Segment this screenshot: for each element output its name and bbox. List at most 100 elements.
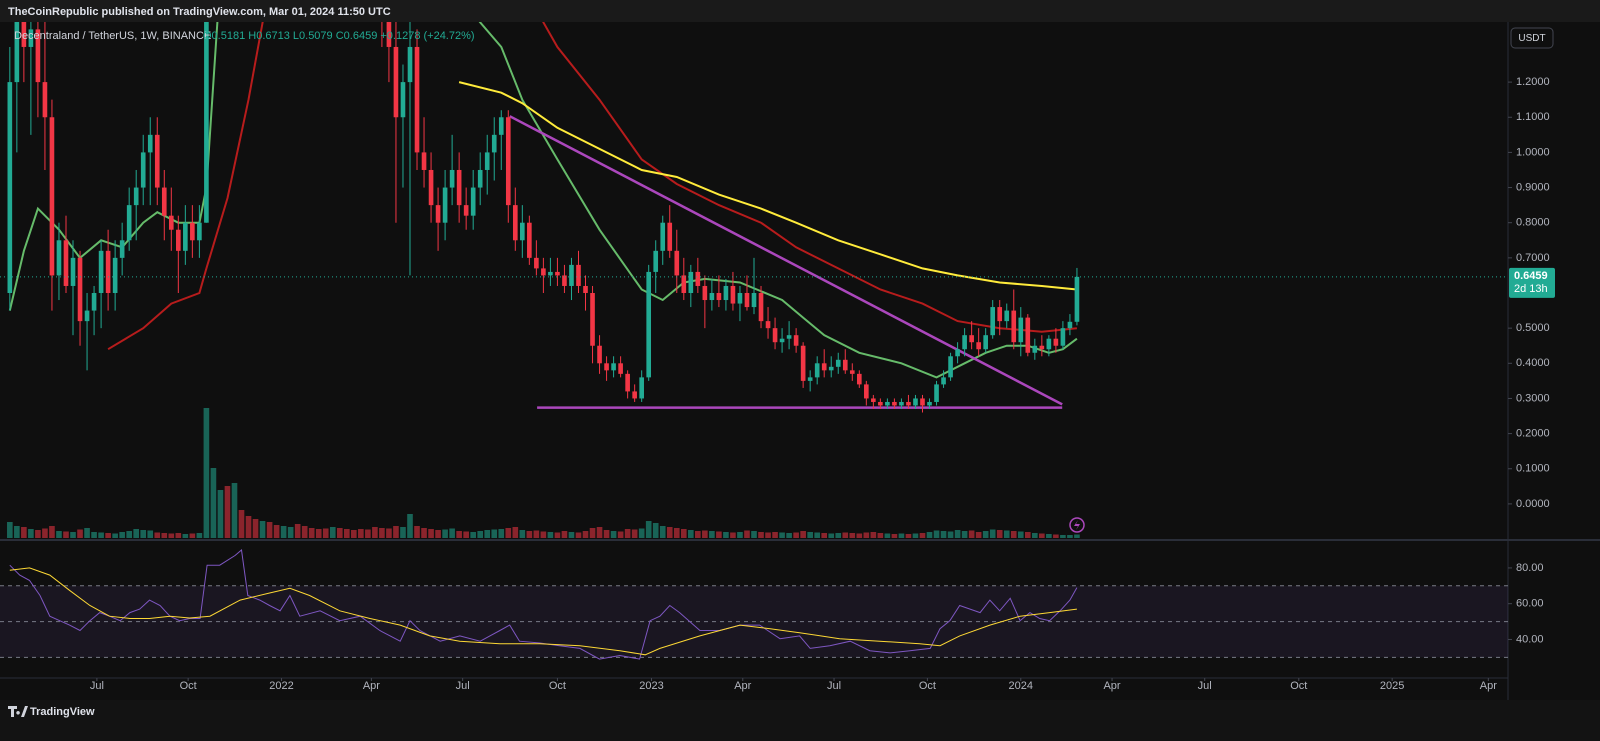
volume-bar (435, 530, 441, 538)
candle-body (197, 222, 202, 241)
candle-body (576, 264, 581, 286)
volume-bar (287, 527, 294, 538)
candle-body (765, 321, 771, 329)
candle-body (512, 205, 518, 241)
volume-bar (414, 526, 420, 538)
volume-bar (56, 531, 62, 538)
candle-body (716, 293, 722, 301)
volume-bar (779, 532, 785, 538)
candle-body (541, 268, 546, 276)
volume-bar (294, 524, 301, 538)
volume-bar (821, 533, 828, 538)
volume-bar (126, 531, 132, 538)
candle-body (183, 222, 188, 251)
publisher-note: TheCoinRepublic published on TradingView… (8, 6, 391, 18)
volume-bar (1046, 534, 1052, 538)
candle-body (793, 335, 799, 346)
x-tick-label: Oct (549, 680, 566, 692)
volume-bar (365, 529, 371, 538)
candle-body (660, 222, 666, 251)
event-icon[interactable] (1069, 517, 1085, 533)
volume-bar (610, 531, 617, 538)
volume-bar (666, 527, 673, 538)
volume-bar (63, 531, 69, 538)
candle-body (393, 46, 399, 118)
candle-body (1004, 310, 1010, 322)
volume-bar (344, 529, 350, 538)
candle-body (983, 335, 988, 350)
volume-bar (329, 527, 336, 538)
candle-body (435, 205, 441, 223)
volume-bar (203, 408, 210, 538)
candle-body (442, 187, 448, 223)
moving-average (8, 22, 1078, 379)
x-tick-label: 2023 (639, 680, 663, 692)
volume-bar (35, 530, 41, 538)
candle-body (63, 240, 69, 286)
volume-bar (147, 530, 154, 538)
volume-bar (393, 526, 399, 538)
candle-body (646, 271, 652, 378)
candle-body (625, 373, 630, 392)
candle-body (751, 293, 757, 308)
candle-body (849, 370, 855, 374)
candle-body (772, 328, 778, 343)
candle-body (871, 398, 876, 402)
volume-bar (800, 531, 806, 538)
volume-bar (224, 486, 231, 538)
volume-bar (70, 532, 76, 538)
candle-body (1011, 310, 1017, 343)
currency-button-label[interactable]: USDT (1518, 33, 1545, 44)
volume-bar (358, 529, 364, 538)
volume-bar (695, 531, 701, 538)
candle-body (140, 152, 146, 188)
volume-bar (231, 483, 238, 538)
candle-body (1067, 321, 1073, 329)
y-tick-label: 0.3000 (1516, 392, 1550, 404)
y-tick-label: 1.0000 (1516, 146, 1550, 158)
candle-body (126, 205, 132, 241)
volume-bar (449, 528, 455, 538)
currency-button[interactable] (1510, 27, 1554, 49)
candle-body (934, 384, 939, 402)
y-tick-label: 0.2000 (1516, 428, 1550, 440)
volume-bar (568, 532, 575, 538)
candle-body (42, 82, 48, 118)
candle-body (913, 398, 918, 406)
volume-bar (379, 528, 385, 538)
candle-body (428, 169, 434, 206)
volume-bar (421, 528, 427, 538)
candle-body (1060, 328, 1066, 346)
candle-body (667, 222, 673, 251)
volume-bar (1074, 534, 1080, 538)
candle-body (161, 187, 167, 216)
volume-bar (982, 531, 989, 538)
volume-bar (814, 532, 820, 538)
volume-bar (835, 533, 842, 538)
candle-body (407, 46, 413, 83)
y-tick-label: 0.9000 (1516, 181, 1550, 193)
volume-bar (884, 533, 891, 538)
volume-bar (975, 532, 982, 538)
candle-body (77, 257, 83, 322)
candle-body (1074, 276, 1080, 322)
volume-bar (442, 529, 448, 538)
volume-bar (498, 529, 505, 538)
volume-bar (673, 528, 680, 538)
volume-bar (554, 532, 561, 538)
candle-body (1046, 338, 1052, 350)
price-tag-label: 0.6459 (1514, 270, 1548, 282)
volume-bar (77, 529, 83, 538)
volume-bar (765, 532, 771, 538)
candle-body (105, 250, 111, 294)
candle-body (548, 271, 553, 276)
volume-bar (1017, 531, 1024, 538)
y-tick-label: 0.1000 (1516, 463, 1550, 475)
top-bar (0, 0, 1600, 22)
volume-bar (1010, 531, 1017, 538)
countdown: 2d 13h (1514, 283, 1548, 295)
volume-bar (533, 530, 540, 538)
candle-body (520, 222, 525, 241)
candle-body (786, 335, 792, 339)
